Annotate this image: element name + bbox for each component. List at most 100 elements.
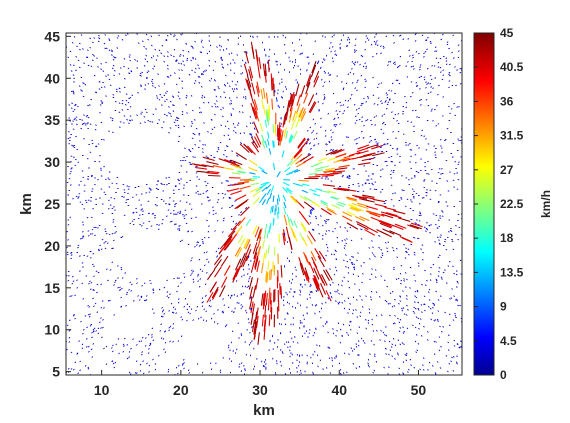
wind-vector: [439, 295, 442, 297]
wind-vector: [276, 171, 281, 178]
wind-vector: [375, 33, 377, 36]
wind-vector: [68, 337, 71, 339]
wind-vector: [214, 113, 216, 116]
wind-vector: [163, 60, 165, 63]
wind-vector: [172, 95, 174, 97]
wind-vector: [424, 51, 427, 53]
wind-vector: [327, 219, 330, 221]
wind-vector: [434, 46, 437, 48]
wind-vector: [352, 273, 355, 276]
vector-field: [66, 33, 462, 375]
wind-vector: [228, 227, 237, 237]
wind-vector: [356, 89, 358, 92]
wind-vector: [445, 57, 448, 59]
wind-vector: [389, 213, 402, 219]
wind-vector: [329, 149, 333, 151]
wind-vector: [380, 52, 382, 55]
wind-vector: [399, 327, 401, 329]
wind-vector: [448, 313, 451, 316]
y-tick-label: 30: [44, 154, 60, 170]
wind-vector: [207, 170, 220, 174]
wind-vector: [101, 336, 103, 339]
wind-vector: [198, 107, 201, 109]
wind-vector: [284, 167, 291, 173]
wind-vector: [206, 292, 214, 303]
wind-vector: [272, 162, 276, 171]
wind-vector: [186, 59, 188, 62]
wind-vector: [347, 272, 350, 274]
wind-vector: [157, 73, 159, 75]
wind-vector: [414, 280, 417, 282]
wind-vector: [159, 330, 161, 332]
wind-vector: [245, 239, 251, 250]
wind-vector: [126, 344, 128, 346]
wind-vector: [290, 158, 298, 166]
wind-vector: [304, 267, 310, 280]
wind-vector: [356, 223, 369, 230]
wind-vector: [448, 349, 450, 351]
wind-vector: [136, 278, 138, 280]
wind-vector: [134, 372, 137, 374]
wind-vector: [402, 38, 405, 40]
wind-vector: [138, 340, 141, 343]
wind-vector: [452, 34, 454, 37]
wind-vector: [299, 195, 308, 201]
wind-vector: [357, 252, 359, 254]
wind-vector: [366, 226, 378, 233]
wind-vector: [169, 100, 172, 103]
wind-vector: [128, 72, 131, 74]
wind-vector: [200, 73, 203, 76]
wind-vector: [203, 101, 205, 104]
wind-vector: [136, 372, 138, 374]
wind-vector: [279, 129, 282, 142]
wind-vector: [81, 347, 84, 349]
wind-vector: [260, 293, 264, 306]
wind-vector: [338, 164, 350, 168]
wind-vector: [172, 323, 175, 325]
wind-vector: [344, 244, 346, 247]
wind-vector: [158, 288, 161, 291]
wind-vector: [313, 261, 319, 273]
wind-vector: [372, 198, 386, 203]
wind-vector: [151, 333, 153, 336]
wind-vector: [160, 315, 163, 318]
wind-vector: [136, 33, 138, 35]
wind-vector: [325, 233, 327, 235]
wind-vector: [167, 51, 169, 53]
wind-vector: [339, 101, 341, 104]
wind-vector: [343, 259, 345, 262]
wind-vector: [354, 51, 356, 53]
wind-vector: [321, 238, 324, 240]
wind-vector: [318, 250, 327, 262]
wind-vector: [456, 343, 459, 345]
wind-vector: [94, 302, 97, 305]
wind-vector: [308, 230, 316, 242]
wind-vector: [451, 51, 453, 54]
wind-vector: [412, 324, 414, 327]
wind-vector: [433, 303, 435, 305]
wind-vector: [113, 284, 115, 286]
wind-vector: [158, 34, 160, 37]
wind-vector: [194, 71, 196, 74]
wind-vector: [201, 97, 203, 99]
wind-vector: [371, 145, 384, 150]
wind-vector: [210, 132, 212, 135]
wind-vector: [407, 38, 409, 40]
wind-vector: [116, 37, 119, 39]
wind-vector: [360, 54, 363, 57]
wind-vector: [240, 211, 243, 214]
wind-vector: [209, 299, 211, 302]
wind-vector: [356, 150, 369, 155]
wind-vector: [161, 307, 163, 309]
wind-vector: [256, 260, 260, 273]
wind-vector: [434, 319, 437, 321]
wind-vector: [235, 265, 242, 277]
wind-vector: [394, 63, 396, 66]
wind-vector: [220, 255, 229, 267]
wind-vector: [384, 334, 386, 336]
wind-vector: [264, 63, 267, 77]
wind-vector: [353, 104, 356, 106]
wind-vector: [140, 296, 143, 298]
wind-vector: [268, 148, 272, 155]
